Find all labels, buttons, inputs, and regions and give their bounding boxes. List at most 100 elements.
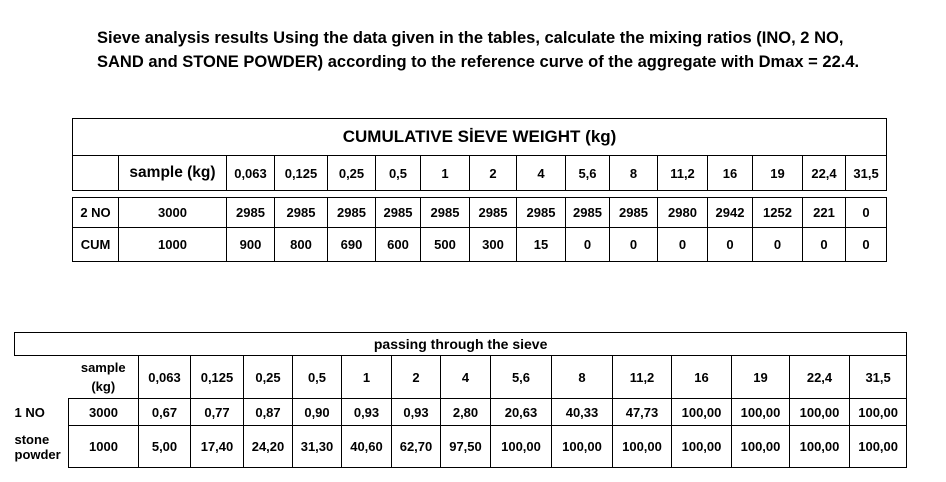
cell: 2985 xyxy=(226,197,275,228)
data-row: stone powder 1000 5,00 17,40 24,20 31,30 40,60… xyxy=(14,425,908,468)
cell: 100,00 xyxy=(612,425,672,468)
sieve-header: 0,063 xyxy=(138,355,191,399)
sieve-header: 19 xyxy=(731,355,790,399)
cell: 300 xyxy=(469,227,517,262)
cell: 100,00 xyxy=(551,425,613,468)
cell: 0,87 xyxy=(243,398,293,426)
cell: 0 xyxy=(802,227,846,262)
cell: 1000 xyxy=(68,425,139,468)
cell: 2985 xyxy=(420,197,470,228)
cell: 0,93 xyxy=(391,398,441,426)
cell: 3000 xyxy=(118,197,227,228)
spacer-cell xyxy=(707,190,753,198)
data-row: 1 NO 3000 0,67 0,77 0,87 0,90 0,93 0,93 2,80 20,6… xyxy=(14,398,908,426)
cell: 97,50 xyxy=(440,425,491,468)
sieve-header: 4 xyxy=(440,355,491,399)
title-row: passing through the sieve xyxy=(13,332,908,356)
heading: Sieve analysis results Using the data gi… xyxy=(97,29,860,71)
corner-cell xyxy=(15,356,69,399)
cell: 0,93 xyxy=(341,398,392,426)
row-label: stone powder xyxy=(14,431,61,462)
table-title: CUMULATIVE SİEVE WEIGHT (kg) xyxy=(71,118,888,156)
cumulative-table: CUMULATIVE SİEVE WEIGHT (kg) sample (kg) 0… xyxy=(71,118,888,262)
spacer-row xyxy=(72,190,887,198)
cell: 62,70 xyxy=(391,425,441,468)
row-label: 2 NO xyxy=(72,197,119,228)
cell: 2,80 xyxy=(440,398,491,426)
spacer-cell xyxy=(375,190,421,198)
cell: 0 xyxy=(707,227,753,262)
sieve-header: 31,5 xyxy=(848,355,908,399)
sieve-header: 0,25 xyxy=(327,155,376,191)
cell: 17,40 xyxy=(190,425,244,468)
cell: 2985 xyxy=(516,197,566,228)
sieve-header: 4 xyxy=(516,155,566,191)
cell: 2985 xyxy=(565,197,610,228)
cell: 221 xyxy=(802,197,846,228)
cell: 40,60 xyxy=(341,425,392,468)
sieve-header: 0,125 xyxy=(190,355,244,399)
cell: 100,00 xyxy=(848,425,908,468)
sieve-header: 0,063 xyxy=(226,155,275,191)
sieve-header: 19 xyxy=(752,155,803,191)
cell: 100,00 xyxy=(731,425,790,468)
cell: 800 xyxy=(274,227,328,262)
data-row: CUM 1000 900 800 690 600 500 300 15 0 0 0 0 0 0 0 xyxy=(72,227,888,262)
cell: 0 xyxy=(844,227,888,262)
sieve-header: 31,5 xyxy=(844,155,888,191)
sieve-header: 16 xyxy=(707,155,753,191)
sieve-header: 2 xyxy=(469,155,517,191)
sieve-header: 2 xyxy=(391,355,441,399)
spacer-cell xyxy=(327,190,376,198)
spacer-cell xyxy=(469,190,517,198)
spacer-cell xyxy=(118,190,227,198)
row-label: 1 NO xyxy=(14,404,45,420)
cell: 2942 xyxy=(707,197,753,228)
cell: 0 xyxy=(657,227,708,262)
spacer-cell xyxy=(72,190,119,198)
cell: 24,20 xyxy=(243,425,293,468)
cell: 100,00 xyxy=(789,425,850,468)
sieve-header: 5,6 xyxy=(490,355,552,399)
spacer-cell xyxy=(609,190,658,198)
spacer-cell xyxy=(565,190,610,198)
header-row: sample (kg) 0,063 0,125 0,25 0,5 1 2 4 5,6 8 11,2 1… xyxy=(15,355,908,399)
spacer-cell xyxy=(274,190,328,198)
cell: 500 xyxy=(420,227,470,262)
cell: 0 xyxy=(752,227,803,262)
sieve-header: 1 xyxy=(420,155,470,191)
row-label: CUM xyxy=(72,227,119,262)
cell: 3000 xyxy=(68,398,139,426)
cell: 2985 xyxy=(469,197,517,228)
sieve-header: 8 xyxy=(551,355,613,399)
cell: 47,73 xyxy=(612,398,672,426)
sieve-header: 16 xyxy=(671,355,732,399)
spacer-cell xyxy=(226,190,275,198)
spacer-cell xyxy=(802,190,846,198)
spacer-cell xyxy=(657,190,708,198)
cell: 2985 xyxy=(327,197,376,228)
spacer-cell xyxy=(420,190,470,198)
cell: 100,00 xyxy=(848,398,908,426)
title-row: CUMULATIVE SİEVE WEIGHT (kg) xyxy=(71,118,888,156)
cell: 31,30 xyxy=(292,425,342,468)
cell: 100,00 xyxy=(789,398,850,426)
cell: 100,00 xyxy=(490,425,552,468)
sample-header: sample (kg) xyxy=(118,155,227,191)
cell: 0 xyxy=(609,227,658,262)
cell: 0,67 xyxy=(138,398,191,426)
cell: 2980 xyxy=(657,197,708,228)
spacer-cell xyxy=(845,190,887,198)
sample-header: sample (kg) xyxy=(80,360,126,394)
cell: 900 xyxy=(226,227,275,262)
sieve-header: 0,5 xyxy=(292,355,342,399)
header-row: sample (kg) 0,063 0,125 0,25 0,5 1 2 4 5,6 8 11,2 1… xyxy=(72,155,888,191)
sieve-header: 11,2 xyxy=(657,155,708,191)
cell: 100,00 xyxy=(671,425,732,468)
sieve-header: 22,4 xyxy=(789,355,850,399)
cell: 100,00 xyxy=(671,398,732,426)
cell: 15 xyxy=(516,227,566,262)
cell: 5,00 xyxy=(138,425,191,468)
sieve-header: 1 xyxy=(341,355,392,399)
cell: 2985 xyxy=(609,197,658,228)
